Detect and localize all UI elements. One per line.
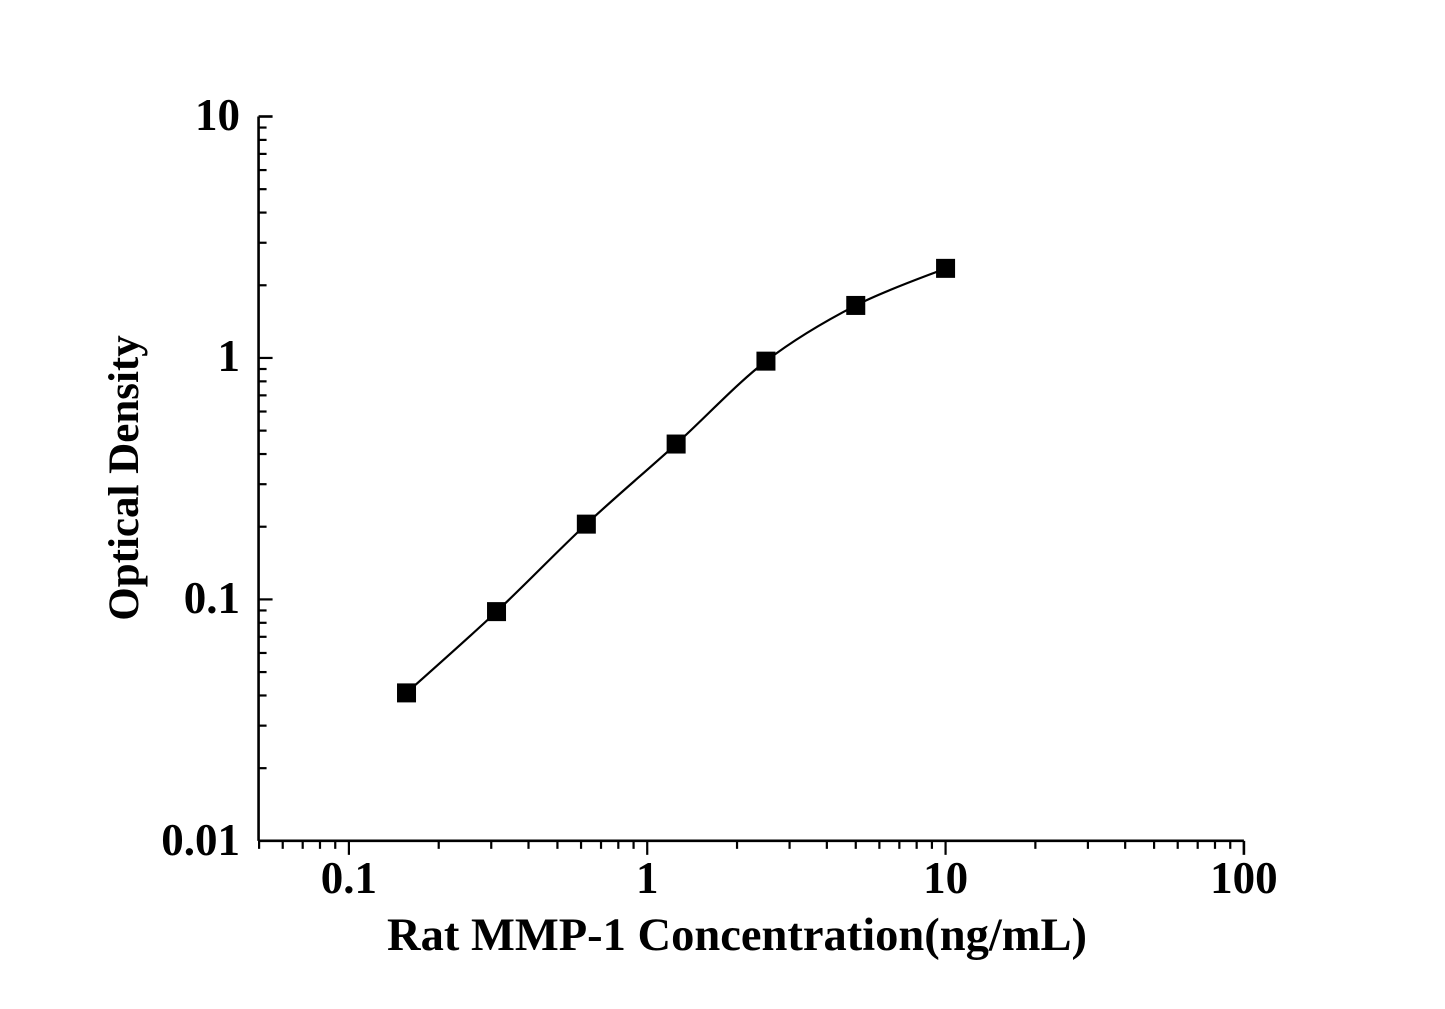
svg-text:10: 10 (923, 853, 968, 903)
svg-text:Optical Density: Optical Density (101, 335, 148, 621)
svg-text:0.01: 0.01 (161, 815, 240, 865)
svg-text:1: 1 (636, 853, 659, 903)
svg-text:Rat MMP-1 Concentration(ng/mL): Rat MMP-1 Concentration(ng/mL) (387, 910, 1087, 961)
svg-text:100: 100 (1210, 853, 1278, 903)
svg-text:0.1: 0.1 (321, 853, 377, 903)
svg-text:10: 10 (195, 90, 240, 140)
svg-text:1: 1 (218, 331, 241, 381)
svg-text:0.1: 0.1 (184, 573, 240, 623)
